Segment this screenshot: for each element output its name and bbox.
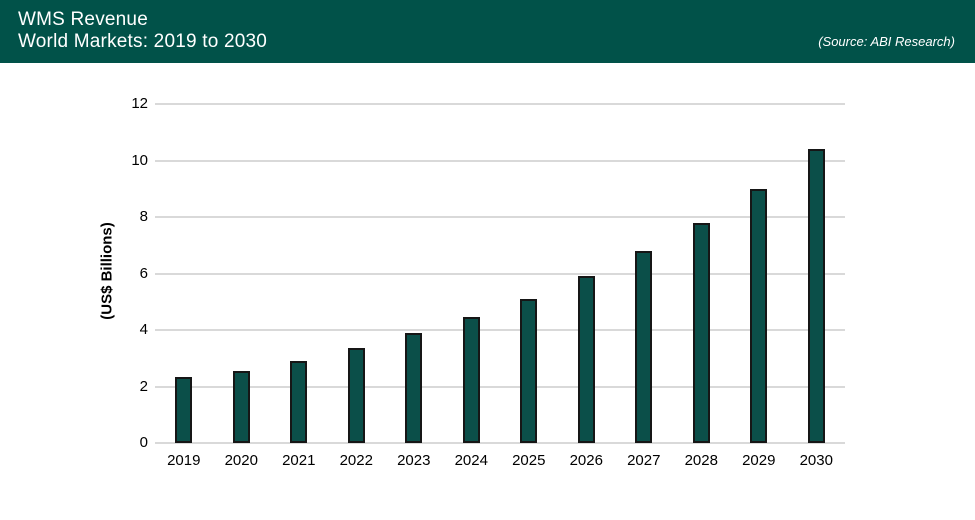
gridline-6: [155, 272, 845, 275]
bar-2023: [405, 332, 423, 443]
y-tick-label-6: 6: [139, 264, 148, 282]
x-tick-label-2024: 2024: [454, 452, 488, 469]
bar-2028: [692, 222, 710, 443]
bar-2026: [577, 276, 595, 443]
x-tick-label-2026: 2026: [569, 452, 603, 469]
bar-2022: [347, 348, 365, 443]
y-tick-label-12: 12: [131, 95, 148, 112]
x-tick-label-2029: 2029: [742, 452, 776, 469]
x-tick-label-2021: 2021: [282, 452, 316, 469]
title-line-1: WMS Revenue: [18, 9, 148, 30]
x-tick-label-2023: 2023: [397, 452, 431, 469]
title-line-2: World Markets: 2019 to 2030: [18, 31, 268, 52]
bar-2019: [175, 376, 193, 443]
gridline-4: [155, 329, 845, 331]
bar-2030: [807, 149, 825, 443]
bar-2020: [232, 370, 250, 443]
x-tick-label-2027: 2027: [627, 452, 661, 469]
x-tick-label-2022: 2022: [339, 452, 373, 469]
bar-2021: [290, 361, 308, 443]
gridline-12: [155, 103, 845, 105]
gridline-10: [155, 159, 845, 162]
bar-2024: [462, 317, 480, 443]
header-band: WMS Revenue World Markets: 2019 to 2030 …: [0, 0, 975, 63]
bar-chart: (US$ Billions) 0 2 4 6 8 10 12 2019 2020 2021 202…: [0, 63, 975, 520]
x-tick-label-2025: 2025: [512, 452, 546, 469]
y-tick-label-2: 2: [139, 377, 148, 395]
gridline-8: [155, 216, 845, 218]
y-tick-label-8: 8: [139, 208, 148, 225]
plot-area: [155, 103, 845, 444]
chart-title: WMS Revenue World Markets: 2019 to 2030: [0, 0, 267, 53]
source-note: (Source: ABI Research): [818, 34, 955, 49]
x-tick-label-2020: 2020: [224, 452, 258, 469]
y-tick-label-10: 10: [131, 151, 148, 169]
bar-2027: [635, 250, 653, 443]
x-tick-label-2030: 2030: [799, 452, 833, 469]
gridline-2: [155, 385, 845, 388]
bar-2029: [750, 188, 768, 443]
y-tick-label-0: 0: [139, 434, 148, 451]
x-tick-label-2019: 2019: [167, 452, 201, 469]
x-tick-label-2028: 2028: [684, 452, 718, 469]
gridline-0: [155, 442, 845, 444]
y-tick-label-4: 4: [139, 321, 148, 338]
bar-2025: [520, 298, 538, 443]
